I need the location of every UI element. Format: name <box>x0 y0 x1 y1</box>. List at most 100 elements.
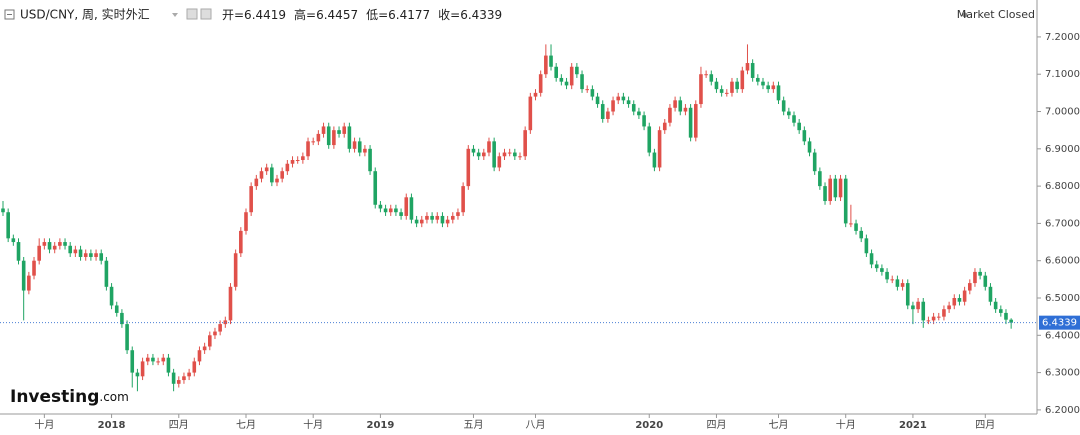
collapse-icon[interactable] <box>4 9 15 20</box>
candle-body <box>905 283 910 306</box>
candle-body <box>378 204 383 209</box>
candle-body <box>187 372 191 377</box>
x-tick-label: 2021 <box>899 420 927 431</box>
candle-body <box>538 74 543 93</box>
candle-body <box>476 152 481 157</box>
y-tick-label: 6.4000 <box>1045 330 1080 341</box>
candle-body <box>11 238 16 243</box>
candle-body <box>792 115 796 123</box>
candle-body <box>445 219 450 224</box>
candle-body <box>466 148 471 187</box>
candle-body <box>161 357 166 362</box>
candle-body <box>502 152 507 157</box>
y-tick-label: 6.5000 <box>1045 293 1080 304</box>
compare-icon[interactable] <box>200 8 212 20</box>
candle-body <box>544 55 548 75</box>
y-tick-label: 6.7000 <box>1045 218 1080 229</box>
candle-body <box>952 298 957 306</box>
x-tick-label: 十月 <box>34 418 54 431</box>
candle-body <box>657 130 662 168</box>
candle-body <box>425 215 429 220</box>
candle-body <box>678 100 683 112</box>
candle-body <box>688 107 693 138</box>
candle-body <box>337 130 341 134</box>
logo-suffix: .com <box>99 390 128 404</box>
candle-body <box>849 223 853 225</box>
candle-body <box>575 66 579 75</box>
candle-body <box>864 238 869 254</box>
candle-body <box>42 242 47 246</box>
candle-body <box>559 77 564 82</box>
candle-body <box>513 152 517 157</box>
candle-body <box>471 148 476 153</box>
candle-body <box>668 107 672 123</box>
candle-body <box>456 212 460 216</box>
candle-body <box>208 335 212 347</box>
candle-body <box>1009 319 1013 323</box>
candle-body <box>838 178 843 198</box>
candle-body <box>606 111 610 119</box>
candle-body <box>140 361 145 377</box>
candle-body <box>316 133 321 142</box>
candle-body <box>125 324 129 351</box>
candle-body <box>68 245 73 254</box>
settings-icon[interactable] <box>186 8 198 20</box>
candle-body <box>590 89 595 97</box>
candle-body <box>942 309 946 317</box>
x-tick-label: 2018 <box>98 420 126 431</box>
candle-body <box>843 178 848 224</box>
candle-body <box>368 148 372 172</box>
candle-body <box>611 100 615 112</box>
candle-body <box>564 81 569 86</box>
candle-body <box>388 208 393 213</box>
candle-body <box>357 141 362 153</box>
candle-body <box>642 115 646 127</box>
candle-body <box>673 100 677 108</box>
candle-body <box>270 167 274 183</box>
last-price-label: 6.4339 <box>1042 318 1077 329</box>
candle-body <box>797 122 801 131</box>
candle-body <box>637 111 641 116</box>
candle-body <box>983 275 988 287</box>
candle-body <box>874 264 879 269</box>
candle-body <box>885 271 889 280</box>
candle-body <box>440 215 445 224</box>
candle-body <box>957 298 962 302</box>
candle-body <box>264 167 269 172</box>
candle-body <box>988 286 993 302</box>
symbol-title: USD/CNY, 周, 实时外汇 <box>20 7 150 22</box>
candle-body <box>549 55 553 67</box>
candle-body <box>771 85 776 90</box>
candle-body <box>94 253 98 257</box>
ohlc-value: 低=6.4177 <box>366 8 430 22</box>
candle-body <box>197 350 202 362</box>
candle-body <box>352 141 357 149</box>
candle-body <box>859 230 864 239</box>
candle-body <box>787 111 791 116</box>
candle-body <box>27 275 31 291</box>
candle-body <box>693 104 698 138</box>
candle-body <box>745 63 750 71</box>
x-tick-label: 七月 <box>769 419 789 431</box>
candle-body <box>616 96 621 101</box>
candle-body <box>973 271 977 284</box>
candle-body <box>73 249 78 254</box>
candle-body <box>766 85 770 90</box>
status-dot <box>962 12 968 18</box>
candle-body <box>585 89 590 91</box>
candle-body <box>880 268 884 272</box>
candle-body <box>916 301 920 310</box>
candle-body <box>58 242 62 246</box>
candle-body <box>383 208 388 213</box>
candle-body <box>595 96 600 105</box>
candle-body <box>631 104 636 112</box>
dropdown-caret[interactable] <box>172 13 178 17</box>
candle-body <box>78 249 83 257</box>
x-tick-label: 五月 <box>463 419 483 431</box>
candle-body <box>419 219 424 224</box>
candle-body <box>311 141 315 143</box>
candle-body <box>487 141 491 153</box>
candle-body <box>854 223 858 231</box>
candle-body <box>533 92 538 97</box>
